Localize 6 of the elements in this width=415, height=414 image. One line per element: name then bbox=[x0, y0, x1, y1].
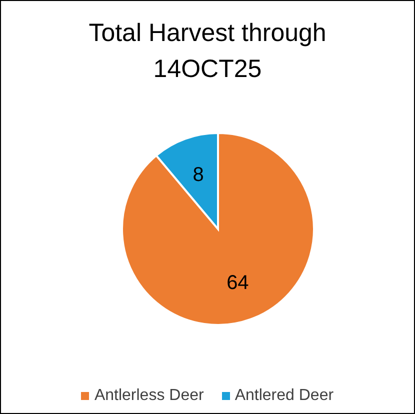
chart-title: Total Harvest through 14OCT25 bbox=[88, 18, 328, 85]
legend-label: Antlerless Deer bbox=[94, 387, 204, 405]
pie-slice bbox=[121, 132, 315, 326]
legend-label: Antlered Deer bbox=[234, 387, 334, 405]
data-label: 64 bbox=[226, 272, 249, 294]
data-label: 8 bbox=[192, 164, 204, 186]
